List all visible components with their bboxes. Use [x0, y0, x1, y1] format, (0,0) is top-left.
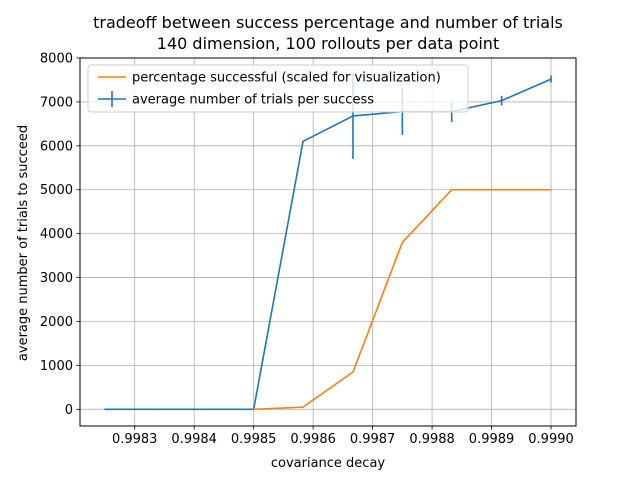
data-point [451, 189, 453, 191]
data-point [402, 242, 404, 244]
legend: percentage successful (scaled for visual… [88, 65, 468, 112]
legend-label: percentage successful (scaled for visual… [132, 71, 441, 86]
data-point [302, 406, 304, 408]
y-tick-label: 3000 [40, 271, 73, 286]
y-tick-label: 6000 [40, 139, 73, 154]
x-tick-label: 0.9983 [112, 432, 158, 447]
x-tick-label: 0.9990 [528, 432, 574, 447]
y-tick-label: 8000 [40, 52, 73, 67]
data-point [550, 189, 552, 191]
chart-subtitle: 140 dimension, 100 rollouts per data poi… [157, 34, 499, 53]
legend-item: percentage successful (scaled for visual… [98, 71, 441, 86]
x-tick-label: 0.9987 [350, 432, 396, 447]
y-tick-label: 7000 [40, 95, 73, 110]
legend-item: average number of trials per success [98, 91, 374, 108]
y-tick-label: 4000 [40, 227, 73, 242]
x-tick-label: 0.9985 [231, 432, 277, 447]
y-axis-label: average number of trials to succeed [16, 125, 31, 361]
data-point [253, 409, 255, 411]
data-point [203, 409, 205, 411]
x-tick-label: 0.9988 [409, 432, 455, 447]
y-tick-label: 0 [65, 403, 73, 418]
y-tick-label: 1000 [40, 359, 73, 374]
data-point [501, 189, 503, 191]
data-point [302, 141, 304, 143]
x-tick-label: 0.9984 [171, 432, 217, 447]
y-tick-label: 5000 [40, 183, 73, 198]
y-tick-label: 2000 [40, 315, 73, 330]
legend-label: average number of trials per success [132, 93, 374, 108]
data-point [154, 409, 156, 411]
x-tick-label: 0.9986 [290, 432, 336, 447]
data-point [352, 371, 354, 373]
x-axis-label: covariance decay [271, 456, 386, 471]
data-point [104, 409, 106, 411]
x-tick-label: 0.9989 [469, 432, 515, 447]
chart-title: tradeoff between success percentage and … [93, 13, 563, 32]
